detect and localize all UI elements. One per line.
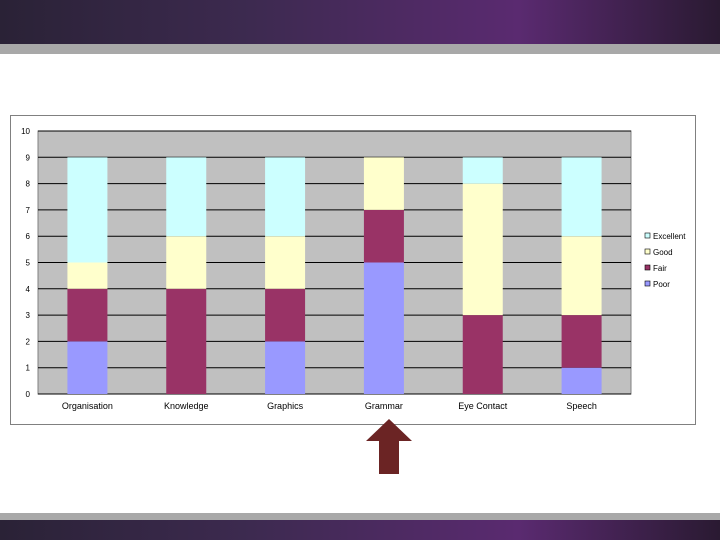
bar-segment-good (67, 262, 108, 289)
y-tick-label: 7 (26, 206, 31, 215)
bar-segment-excellent (67, 157, 108, 263)
bar-segment-good (561, 236, 602, 316)
bottom-divider (0, 513, 720, 520)
x-tick-label: Grammar (365, 401, 403, 411)
bar-segment-poor (561, 367, 602, 394)
y-tick-label: 1 (26, 364, 31, 373)
bar-segment-excellent (561, 157, 602, 237)
legend-label: Good (653, 248, 673, 257)
x-axis-ticks: Organisation Knowledge Graphics Grammar Eye … (62, 401, 597, 411)
gridlines (38, 130, 631, 395)
y-tick-label: 10 (21, 127, 30, 136)
legend: Excellent Good Fair Poor (644, 232, 686, 289)
bar-segment-fair (363, 209, 404, 263)
bar-segment-poor (265, 341, 306, 394)
legend-label: Fair (653, 264, 667, 273)
y-tick-label: 8 (26, 180, 31, 189)
legend-swatch (644, 264, 651, 271)
bar-segment-fair (265, 288, 306, 342)
top-banner (0, 0, 720, 44)
x-tick-label: Knowledge (164, 401, 209, 411)
legend-label: Poor (653, 280, 670, 289)
legend-swatch (644, 280, 651, 287)
x-tick-label: Organisation (62, 401, 113, 411)
bar-segment-good (265, 236, 306, 289)
bars (67, 157, 602, 394)
bar-segment-good (363, 157, 404, 210)
up-arrow-icon (366, 419, 412, 474)
bar-segment-fair (462, 315, 503, 394)
bar-segment-fair (166, 288, 207, 394)
bar-segment-excellent (166, 157, 207, 237)
legend-swatch (644, 232, 651, 239)
y-tick-label: 6 (26, 232, 31, 241)
bar-segment-fair (67, 288, 108, 342)
y-tick-label: 4 (26, 285, 31, 294)
bar-segment-good (462, 183, 503, 316)
legend-label: Excellent (653, 232, 686, 241)
y-axis-ticks: 0 1 2 3 4 5 6 7 8 9 10 (21, 127, 30, 399)
y-tick-label: 5 (26, 259, 31, 268)
y-tick-label: 3 (26, 311, 31, 320)
bar-segment-excellent (265, 157, 306, 237)
x-tick-label: Eye Contact (458, 401, 508, 411)
bar-segment-excellent (462, 157, 503, 184)
y-tick-label: 9 (26, 153, 31, 162)
bottom-banner (0, 520, 720, 540)
x-tick-label: Graphics (267, 401, 304, 411)
bar-segment-poor (67, 341, 108, 394)
y-tick-label: 2 (26, 337, 31, 346)
top-divider (0, 44, 720, 54)
y-tick-label: 0 (26, 390, 31, 399)
bar-segment-fair (561, 315, 602, 368)
bar-segment-poor (363, 262, 404, 394)
legend-swatch (644, 248, 651, 255)
x-tick-label: Speech (566, 401, 597, 411)
bar-segment-good (166, 236, 207, 289)
